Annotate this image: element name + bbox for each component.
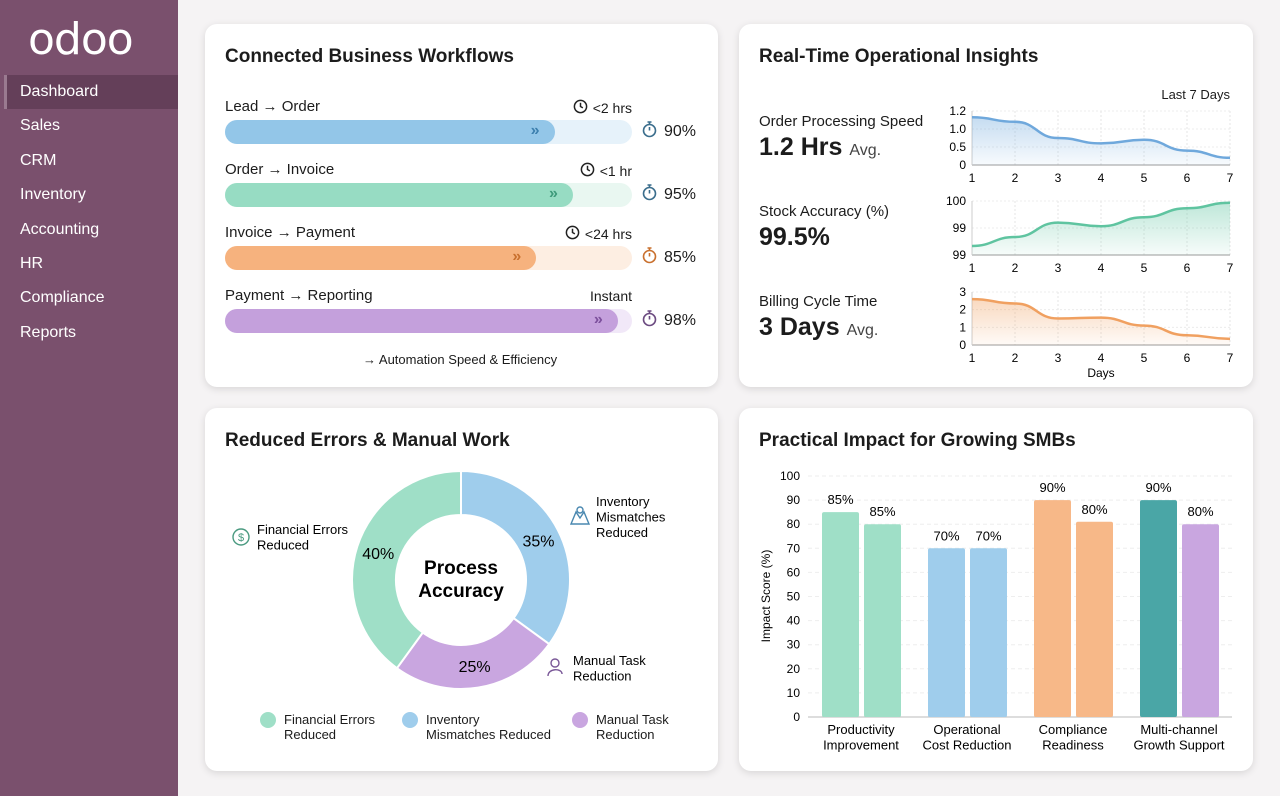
workflow-label: Order → Invoice bbox=[225, 161, 335, 178]
legend-swatch bbox=[402, 712, 418, 728]
chevrons-icon: » bbox=[593, 311, 603, 328]
workflow-percent-value: 90% bbox=[664, 122, 697, 140]
workflow-percent: 85% bbox=[641, 246, 696, 269]
insights-title: Real-Time Operational Insights bbox=[759, 46, 1039, 67]
metric-value: 1.2 Hrs Avg. bbox=[759, 133, 881, 162]
metric-suffix: Avg. bbox=[849, 142, 882, 159]
metric-value: 99.5% bbox=[759, 223, 830, 252]
legend-swatch bbox=[572, 712, 588, 728]
sidebar: odoo Dashboard Sales CRM Inventory Accountin… bbox=[0, 0, 178, 796]
metric-value-text: 1.2 Hrs bbox=[759, 133, 843, 161]
workflow-time: Instant bbox=[590, 288, 632, 304]
clock-icon bbox=[565, 225, 580, 243]
legend-label: Inventory bbox=[426, 712, 480, 727]
sidebar-item-compliance[interactable]: Compliance bbox=[20, 289, 105, 307]
workflow-percent-value: 85% bbox=[664, 248, 697, 266]
workflow-percent: 90% bbox=[641, 120, 696, 143]
workflow-time-value: <24 hrs bbox=[584, 226, 632, 242]
workflow-time: <2 hrs bbox=[573, 99, 632, 117]
workflow-progress-bar: » bbox=[225, 120, 632, 144]
legend-item[interactable]: Inventory Mismatches Reduced bbox=[402, 712, 551, 742]
metric-value: 3 Days Avg. bbox=[759, 313, 878, 342]
legend-label: Reduced bbox=[284, 727, 337, 742]
insights-card: Real-Time Operational Insights Last 7 Da… bbox=[739, 24, 1253, 387]
legend-swatch bbox=[260, 712, 276, 728]
sidebar-item-dashboard[interactable]: Dashboard bbox=[4, 75, 178, 109]
workflow-progress-fill bbox=[225, 309, 618, 333]
workflow-time-value: <2 hrs bbox=[592, 100, 632, 116]
legend-label: Financial Errors bbox=[284, 712, 376, 727]
period-label[interactable]: Last 7 Days bbox=[1161, 87, 1230, 102]
workflow-progress-bar: » bbox=[225, 183, 632, 207]
workflow-percent: 98% bbox=[641, 309, 696, 332]
workflow-progress-bar: » bbox=[225, 246, 632, 270]
workflow-progress-fill bbox=[225, 120, 555, 144]
workflow-percent: 95% bbox=[641, 183, 696, 206]
workflow-percent-value: 95% bbox=[664, 185, 697, 203]
workflow-label: Lead → Order bbox=[225, 98, 321, 115]
workflow-percent-value: 98% bbox=[664, 311, 697, 329]
stopwatch-icon bbox=[641, 183, 658, 206]
clock-icon bbox=[573, 99, 588, 117]
workflow-progress-bar: » bbox=[225, 309, 632, 333]
sidebar-item-sales[interactable]: Sales bbox=[20, 117, 61, 135]
errors-card: Reduced Errors & Manual Work bbox=[205, 408, 718, 771]
impact-title: Practical Impact for Growing SMBs bbox=[759, 430, 1076, 451]
metric-label: Billing Cycle Time bbox=[759, 293, 878, 310]
workflow-time: <1 hr bbox=[580, 162, 632, 180]
metric-value-text: 99.5% bbox=[759, 223, 830, 251]
sidebar-item-hr[interactable]: HR bbox=[20, 255, 44, 272]
workflows-title: Connected Business Workflows bbox=[225, 46, 514, 67]
stopwatch-icon bbox=[641, 120, 658, 143]
workflow-label: Payment → Reporting bbox=[225, 287, 373, 304]
legend-item[interactable]: Financial Errors Reduced bbox=[260, 712, 375, 742]
workflow-progress-fill bbox=[225, 246, 537, 270]
impact-card: Practical Impact for Growing SMBs bbox=[739, 408, 1253, 771]
odoo-logo[interactable]: odoo bbox=[28, 14, 134, 65]
metric-label: Stock Accuracy (%) bbox=[759, 203, 890, 220]
metric-value-text: 3 Days bbox=[759, 313, 840, 341]
workflow-time-value: <1 hr bbox=[599, 163, 632, 179]
stopwatch-icon bbox=[641, 309, 658, 332]
metric-suffix: Avg. bbox=[846, 322, 879, 339]
sidebar-item-inventory[interactable]: Inventory bbox=[20, 186, 86, 204]
legend-label: Mismatches Reduced bbox=[426, 727, 551, 742]
stopwatch-icon bbox=[641, 246, 658, 269]
workflow-time: <24 hrs bbox=[565, 225, 632, 243]
workflow-label: Invoice → Payment bbox=[225, 224, 356, 241]
sidebar-item-crm[interactable]: CRM bbox=[20, 151, 57, 169]
workflows-card: Connected Business Workflows Lead → Orde… bbox=[205, 24, 718, 387]
chevrons-icon: » bbox=[548, 185, 558, 202]
workflow-time-value: Instant bbox=[589, 288, 632, 304]
legend-label: Manual Task bbox=[596, 712, 669, 727]
legend-item[interactable]: Manual Task Reduction bbox=[572, 712, 669, 742]
errors-title: Reduced Errors & Manual Work bbox=[225, 430, 510, 451]
legend-label: Reduction bbox=[596, 727, 655, 742]
sidebar-item-accounting[interactable]: Accounting bbox=[20, 220, 100, 238]
metric-label: Order Processing Speed bbox=[759, 113, 924, 130]
workflows-footer: → Automation Speed & Efficiency bbox=[363, 352, 558, 367]
workflow-progress-fill bbox=[225, 183, 573, 207]
clock-icon bbox=[580, 162, 595, 180]
chevrons-icon: » bbox=[512, 248, 521, 265]
chevrons-icon: » bbox=[530, 122, 540, 139]
sidebar-item-reports[interactable]: Reports bbox=[20, 323, 77, 341]
